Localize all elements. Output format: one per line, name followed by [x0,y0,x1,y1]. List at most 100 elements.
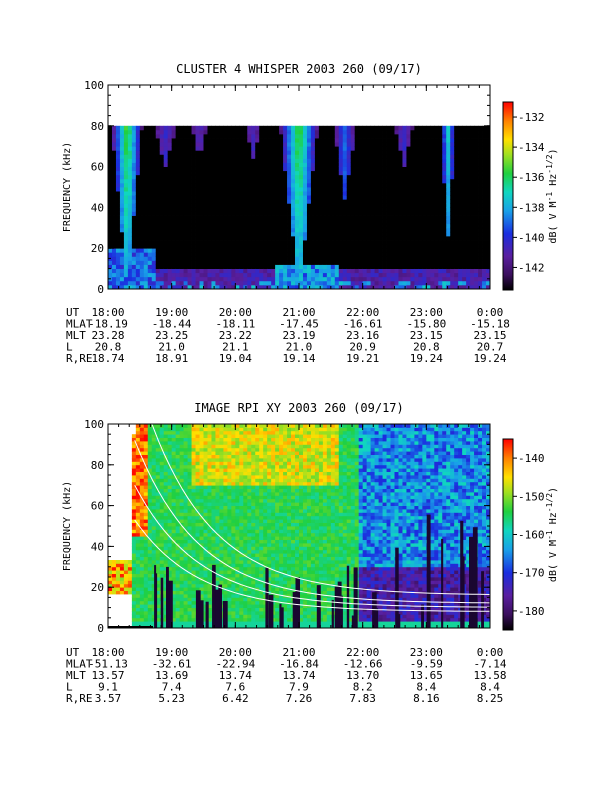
heatmap-cell [306,191,312,196]
heatmap-cell [330,170,336,176]
heatmap-cell [115,260,121,265]
heatmap-cell [175,481,181,486]
heatmap-cell [175,590,181,595]
heatmap-cell [306,158,312,163]
heatmap-cell [378,162,383,167]
heatmap-cell [163,478,169,483]
heatmap-cell [267,264,272,269]
heatmap-cell [374,231,379,237]
heatmap-cell [199,223,204,229]
heatmap-cell [123,150,129,155]
heatmap-cell [263,191,268,196]
heatmap-cell [207,178,212,184]
heatmap-cell [251,178,256,184]
heatmap-cell [239,240,244,245]
heatmap-cell [175,549,181,554]
heatmap-cell [143,182,149,188]
heatmap-cell [195,264,200,269]
heatmap-cell [474,256,479,261]
heatmap-cell [366,284,372,289]
heatmap-cell [231,235,236,241]
heatmap-cell [111,570,117,574]
heatmap-cell [426,235,431,241]
ephemeris-value: -18.44 [152,318,192,331]
heatmap-cell [291,154,296,159]
heatmap-cell [287,219,292,225]
heatmap-cell [330,244,336,249]
heatmap-cell [378,252,383,257]
heatmap-cell [231,268,236,274]
heatmap-cell [354,203,360,208]
heatmap-cell [326,260,332,265]
heatmap-cell [175,492,181,496]
heatmap-cell [370,142,376,147]
heatmap-cell [414,166,419,172]
heatmap-cell [179,150,185,155]
heatmap-cell [346,129,352,135]
heatmap-cell [426,280,431,286]
heatmap-cell [295,150,300,155]
heatmap-cell [139,536,145,540]
heatmap-cell [251,219,256,225]
heatmap-cell [306,227,312,233]
heatmap-cell [171,437,177,442]
heatmap-cell [183,244,188,249]
heatmap-cell [406,187,411,192]
heatmap-cell [119,566,125,571]
heatmap-cell [338,195,344,200]
heatmap-cell [410,138,415,143]
heatmap-cell [338,199,344,204]
heatmap-cell [334,166,340,172]
heatmap-cell [302,215,308,221]
heatmap-cell [227,264,232,269]
heatmap-cell [171,515,177,520]
heatmap-cell [466,260,471,265]
heatmap-cell [390,256,395,261]
heatmap-cell [462,256,467,261]
heatmap-cell [434,182,439,188]
heatmap-cell [175,447,181,452]
heatmap-cell [482,252,487,257]
heatmap-cell [187,570,192,574]
heatmap-cell [163,624,169,628]
heatmap-cell [291,191,296,196]
heatmap-cell [175,154,181,159]
heatmap-cell [147,223,153,229]
heatmap-cell [163,207,169,212]
heatmap-cell [131,475,137,479]
heatmap-cell [318,166,324,172]
heatmap-cell [398,260,403,265]
heatmap-cell [255,215,260,221]
heatmap-cell [466,166,471,172]
heatmap-cell [291,268,296,274]
heatmap-cell [271,170,276,176]
heatmap-cell [334,178,340,184]
heatmap-cell [183,264,188,269]
heatmap-cell [302,154,308,159]
heatmap-cell [478,215,483,221]
heatmap-cell [402,129,407,135]
heatmap-cell [167,485,173,489]
heatmap-cell [171,203,177,208]
heatmap-cell [115,570,121,574]
heatmap-cell [187,560,192,564]
heatmap-cell [438,268,443,274]
heatmap-cell [127,125,133,131]
heatmap-cell [275,150,280,155]
heatmap-cell [271,227,276,233]
heatmap-cell [283,154,288,159]
ephemeris-label: L [66,341,73,354]
heatmap-cell [271,219,276,225]
heatmap-cell [279,260,284,265]
heatmap-cell [251,260,256,265]
heatmap-cell [422,268,427,274]
heatmap-cell [163,471,169,476]
heatmap-cell [438,138,443,143]
heatmap-cell [418,276,423,282]
heatmap-cell [143,468,149,472]
heatmap-cell [163,178,169,184]
heatmap-cell [247,203,252,208]
heatmap-cell [179,454,185,459]
heatmap-cell [147,252,153,257]
heatmap-cell [139,158,145,163]
